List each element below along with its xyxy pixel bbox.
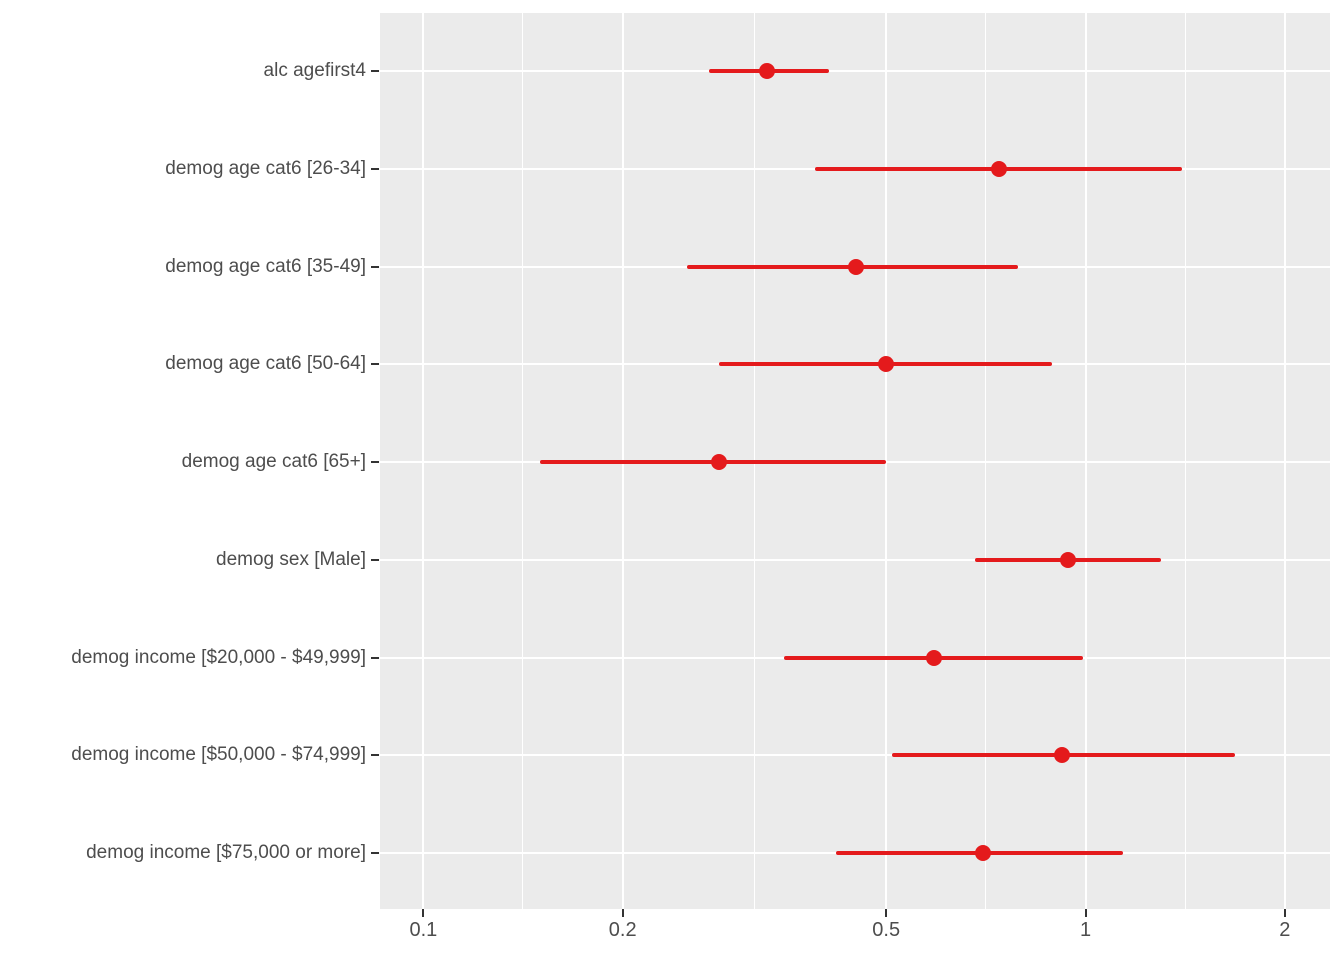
y-axis-label: demog income [$75,000 or more] [86, 842, 366, 863]
x-tick-label: 0.1 [409, 919, 438, 941]
y-axis-label: demog age cat6 [26-34] [165, 157, 366, 179]
x-axis-tick-mark [621, 909, 624, 917]
point-estimate [847, 258, 864, 275]
x-axis-tick-mark [1084, 909, 1087, 917]
x-axis-tick-mark [422, 909, 425, 917]
point-estimate [1053, 747, 1070, 764]
gridline-horizontal [380, 754, 1330, 757]
y-axis-tick-mark [371, 558, 379, 561]
y-axis-tick-mark [371, 656, 379, 659]
point-estimate [1059, 551, 1076, 568]
y-axis-tick-mark [371, 852, 379, 854]
y-axis-tick-mark [371, 461, 379, 463]
x-tick-label: 1 [1079, 919, 1092, 941]
point-estimate [711, 454, 728, 470]
gridline-horizontal [380, 70, 1330, 72]
plot-panel [380, 13, 1330, 909]
y-axis-label: alc agefirst4 [263, 60, 366, 81]
point-estimate [758, 63, 775, 79]
y-axis-label: demog income [$20,000 - $49,999] [71, 646, 366, 668]
y-axis-tick-mark [371, 70, 379, 72]
point-estimate [974, 845, 991, 861]
y-axis-label: demog age cat6 [35-49] [165, 255, 366, 277]
y-axis-label: demog age cat6 [50-64] [165, 353, 366, 375]
y-axis-tick-mark [371, 363, 379, 366]
y-axis-tick-mark [371, 265, 379, 268]
x-tick-label: 0.5 [872, 919, 901, 941]
point-estimate [925, 649, 942, 666]
gridline-horizontal [380, 558, 1330, 561]
y-axis-label: demog income [$50,000 - $74,999] [71, 744, 366, 766]
y-axis-label: demog age cat6 [65+] [181, 451, 366, 472]
point-estimate [878, 356, 895, 373]
y-axis-label: demog sex [Male] [216, 548, 366, 570]
y-axis-tick-mark [371, 167, 379, 170]
x-axis-tick-mark [1283, 909, 1286, 917]
x-axis-tick-mark [885, 909, 888, 917]
x-tick-label: 0.2 [608, 919, 637, 941]
y-axis-tick-mark [371, 754, 379, 757]
x-tick-label: 2 [1279, 919, 1291, 941]
point-estimate [990, 160, 1007, 177]
